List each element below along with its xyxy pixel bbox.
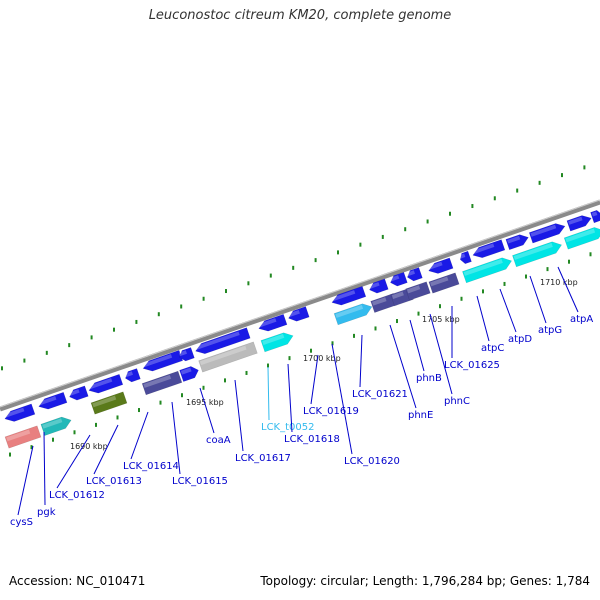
backbone-highlight [0, 199, 600, 408]
gene-arrow-reverse[interactable] [428, 272, 460, 294]
gene-label[interactable]: LCK_01617 [235, 453, 291, 464]
gene-label[interactable]: phnB [416, 373, 442, 384]
gene-arrow-forward[interactable] [257, 313, 288, 334]
gene-arrow-forward[interactable] [194, 327, 251, 357]
genome-backbone [0, 199, 600, 412]
gene-arrow-forward[interactable] [287, 306, 310, 324]
leader-line [499, 288, 517, 333]
genome-info-text: Topology: circular; Length: 1,796,284 bp… [260, 574, 590, 588]
gene-arrow-forward[interactable] [87, 373, 124, 395]
gene-label[interactable]: phnE [408, 410, 433, 421]
gene-arrow-reverse[interactable] [179, 364, 201, 382]
gene-arrow-reverse[interactable] [198, 341, 258, 373]
gene-arrow-forward[interactable] [427, 257, 454, 276]
gene-arrow-forward[interactable] [141, 349, 184, 373]
gene-label[interactable]: atpA [570, 314, 593, 325]
gene-label[interactable]: phnC [444, 396, 470, 407]
gene-label[interactable]: pgk [37, 507, 56, 518]
gene-arrow-forward[interactable] [471, 239, 506, 261]
gene-arrow-forward[interactable] [505, 232, 530, 251]
leader-line [409, 319, 425, 372]
gene-arrow-forward[interactable] [368, 278, 389, 295]
gene-arrow-reverse[interactable] [40, 414, 73, 436]
leader-line [529, 275, 547, 324]
gene-label[interactable]: LCK_01612 [49, 490, 105, 501]
gene-label[interactable]: atpG [538, 325, 562, 336]
gene-arrow-forward[interactable] [590, 209, 600, 224]
minor-tick-marks [1, 165, 592, 457]
leader-line [17, 445, 34, 516]
gene-arrow-reverse[interactable] [462, 255, 513, 284]
gene-arrow-reverse[interactable] [512, 239, 563, 268]
gene-arrow-forward[interactable] [37, 391, 68, 412]
kbp-mark: 1690 kbp [70, 442, 108, 451]
leader-line [234, 379, 244, 452]
accession-text: Accession: NC_010471 [9, 574, 146, 588]
leader-line [287, 363, 293, 433]
leader-line [476, 295, 490, 342]
gene-arrow-forward[interactable] [68, 385, 89, 402]
gene-arrow-forward[interactable] [458, 250, 472, 265]
kbp-mark: 1705 kbp [422, 315, 460, 324]
gene-label[interactable]: cysS [10, 517, 33, 528]
leader-line [267, 366, 270, 421]
gene-arrow-forward[interactable] [528, 221, 567, 244]
gene-arrow-reverse[interactable] [141, 370, 183, 396]
gene-arrow-forward[interactable] [406, 267, 423, 283]
gene-arrow-forward[interactable] [124, 368, 141, 384]
gene-label[interactable]: LCK_01619 [303, 406, 359, 417]
leader-line [310, 354, 319, 405]
leader-line [557, 266, 579, 313]
gene-label[interactable]: LCK_01620 [344, 456, 400, 467]
gene-arrow-reverse[interactable] [563, 225, 600, 250]
gene-label[interactable]: atpD [508, 334, 532, 345]
gene-label[interactable]: LCK_01615 [172, 476, 228, 487]
leader-line [389, 324, 417, 409]
gene-arrow-reverse[interactable] [405, 281, 431, 301]
gene-label[interactable]: LCK_01614 [123, 461, 179, 472]
gene-arrow-forward[interactable] [3, 403, 36, 424]
gene-label[interactable]: LCK_01625 [444, 360, 500, 371]
gene-arrow-reverse[interactable] [90, 391, 128, 415]
leader-line [56, 434, 91, 489]
gene-arrow-reverse[interactable] [260, 330, 295, 353]
leader-line [93, 424, 119, 475]
leader-line [199, 387, 215, 434]
gene-label[interactable]: LCK_01613 [86, 476, 142, 487]
gene-label[interactable]: coaA [206, 435, 231, 446]
gene-features[interactable] [3, 209, 600, 449]
gene-label[interactable]: LCK_t0052 [261, 422, 314, 433]
kbp-mark: 1700 kbp [303, 354, 341, 363]
gene-labels[interactable]: cysS pgk LCK_01612 LCK_01613 LCK_01614 LCK_01… [10, 266, 593, 528]
gene-arrow-forward[interactable] [389, 271, 408, 288]
leader-line [43, 431, 46, 506]
leader-line [130, 411, 149, 460]
kbp-mark: 1710 kbp [540, 278, 578, 287]
gene-label[interactable]: LCK_01621 [352, 389, 408, 400]
gene-arrow-forward[interactable] [566, 213, 593, 232]
gene-label[interactable]: atpC [481, 343, 504, 354]
leader-line [171, 401, 181, 475]
leader-line [429, 313, 453, 395]
gene-label[interactable]: LCK_01618 [284, 434, 340, 445]
gene-arrow-forward[interactable] [178, 347, 195, 363]
leader-line [331, 343, 353, 455]
gene-arrow-reverse[interactable] [4, 425, 42, 449]
leader-line [359, 334, 363, 388]
map-title: Leuconostoc citreum KM20, complete genom… [148, 8, 452, 23]
gene-arrow-reverse[interactable] [333, 301, 374, 326]
backbone-line [0, 199, 600, 412]
gene-arrow-forward[interactable] [330, 285, 367, 307]
